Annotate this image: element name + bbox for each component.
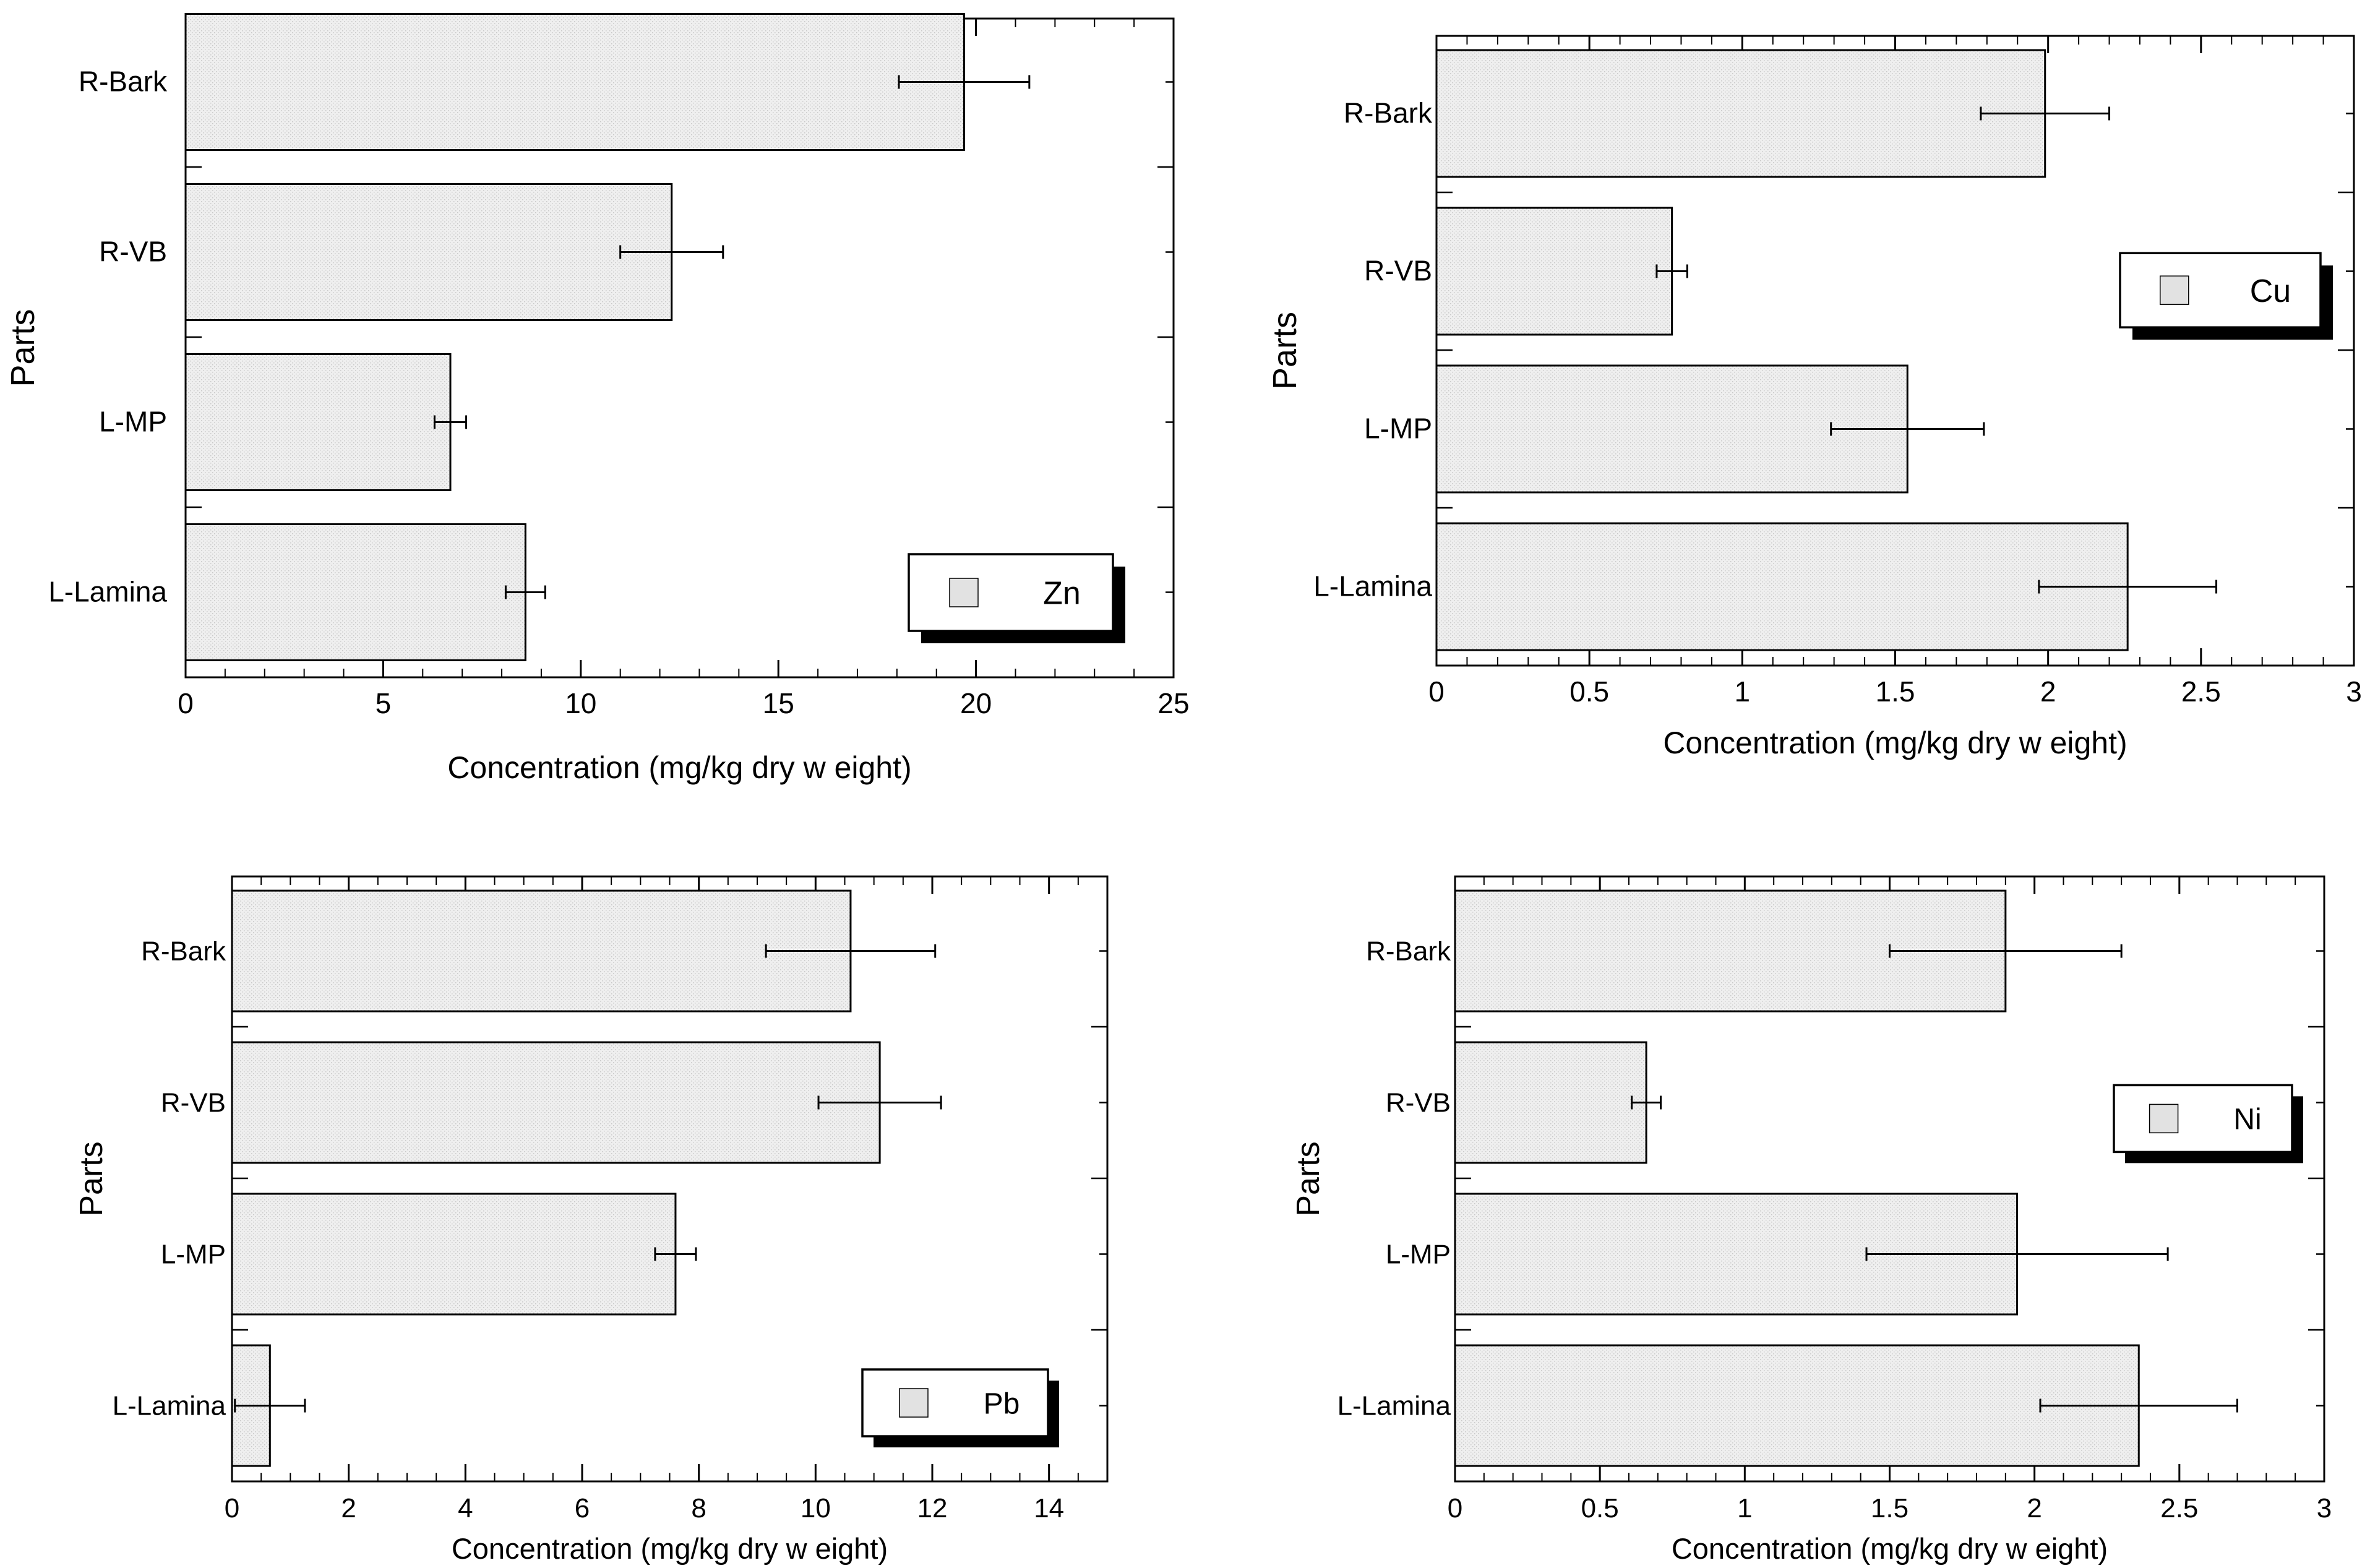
y-category-label: L-MP xyxy=(99,406,167,438)
legend-label: Pb xyxy=(984,1387,1020,1420)
bar xyxy=(231,889,852,1013)
legend-shadow xyxy=(874,1381,1059,1447)
chart-panel-ni: 0 0.5 1 1.5 2 2.5 3 R-Bark R-VB L-MP L-Lamina Conce… xyxy=(1290,875,2332,1565)
x-tick-label: 6 xyxy=(575,1493,590,1523)
y-axis-title: Parts xyxy=(1290,1141,1326,1216)
legend: Ni xyxy=(2113,1084,2303,1163)
x-tick-label: 2 xyxy=(2040,675,2056,708)
x-tick-label: 0 xyxy=(1428,675,1445,708)
x-tick-label: 0 xyxy=(178,687,194,719)
y-axis-title: Parts xyxy=(4,309,41,387)
bar xyxy=(184,183,673,321)
x-tick-label: 4 xyxy=(458,1493,473,1523)
x-tick-label: 1.5 xyxy=(1871,1493,1908,1523)
legend-swatch xyxy=(949,578,979,607)
legend-label: Ni xyxy=(2233,1103,2261,1136)
y-category-label: L-MP xyxy=(1364,413,1432,445)
y-category-label: R-Bark xyxy=(141,936,226,967)
chart-panel-zn: 0 5 10 15 20 25 R-Bark R-VB L-MP L-Lamina Concentr… xyxy=(4,13,1190,785)
bar xyxy=(231,1041,881,1164)
x-tick-label: 3 xyxy=(2346,675,2362,708)
x-tick-label: 1 xyxy=(1737,1493,1752,1523)
legend-box xyxy=(2113,1084,2293,1154)
x-tick-label: 2 xyxy=(341,1493,356,1523)
bar xyxy=(184,523,526,661)
y-category-label: L-Lamina xyxy=(1337,1391,1451,1421)
y-axis-title: Parts xyxy=(74,1141,109,1216)
y-category-label: R-VB xyxy=(1386,1088,1451,1118)
bar xyxy=(1435,49,2046,178)
bar xyxy=(1454,1041,1647,1164)
legend: Pb xyxy=(861,1368,1059,1447)
x-tick-label: 2 xyxy=(2027,1493,2042,1523)
y-category-label: R-VB xyxy=(161,1088,226,1118)
legend-swatch xyxy=(2160,275,2189,305)
x-axis-title: Concentration (mg/kg dry w eight) xyxy=(1663,726,2127,760)
x-tick-label: 0.5 xyxy=(1569,675,1609,708)
legend-label: Cu xyxy=(2250,273,2291,309)
x-axis-title: Concentration (mg/kg dry w eight) xyxy=(452,1532,888,1565)
x-tick-label: 25 xyxy=(1157,687,1189,719)
legend: Cu xyxy=(2119,252,2333,340)
bar xyxy=(184,353,452,491)
x-tick-label: 14 xyxy=(1034,1493,1064,1523)
y-category-label: L-MP xyxy=(1386,1240,1451,1270)
y-category-label: R-Bark xyxy=(79,66,168,98)
y-axis-title: Parts xyxy=(1266,312,1303,390)
y-category-label: R-Bark xyxy=(1366,936,1451,967)
bar xyxy=(1435,522,2129,651)
bar xyxy=(231,1193,677,1316)
y-category-label: R-VB xyxy=(1364,255,1432,287)
legend-box xyxy=(2119,252,2322,328)
legend: Zn xyxy=(908,553,1125,643)
legend-box xyxy=(861,1368,1049,1437)
x-tick-label: 2.5 xyxy=(2181,675,2221,708)
x-axis-title: Concentration (mg/kg dry w eight) xyxy=(1672,1532,2108,1565)
x-tick-label: 1 xyxy=(1735,675,1751,708)
y-category-label: L-Lamina xyxy=(1313,570,1432,602)
y-category-label: L-MP xyxy=(161,1240,226,1270)
x-tick-label: 0 xyxy=(1448,1493,1462,1523)
x-tick-label: 1.5 xyxy=(1876,675,1915,708)
y-category-label: L-Lamina xyxy=(113,1391,226,1421)
chart-panel-pb: 0 2 4 6 8 10 12 14 R-Bark R-VB L-MP L-Lamina Concent… xyxy=(74,875,1109,1565)
x-axis-title: Concentration (mg/kg dry w eight) xyxy=(447,750,911,785)
legend-swatch xyxy=(899,1388,929,1418)
x-tick-label: 20 xyxy=(960,687,992,719)
bar xyxy=(1454,1344,2140,1467)
x-tick-label: 0 xyxy=(225,1493,239,1523)
x-tick-label: 2.5 xyxy=(2160,1493,2198,1523)
x-tick-label: 10 xyxy=(565,687,596,719)
x-tick-label: 12 xyxy=(917,1493,948,1523)
legend-shadow xyxy=(2125,1096,2303,1163)
bar xyxy=(1435,207,1673,336)
legend-box xyxy=(908,553,1114,632)
legend-shadow xyxy=(2132,265,2333,340)
x-tick-label: 15 xyxy=(763,687,794,719)
x-tick-label: 3 xyxy=(2317,1493,2332,1523)
legend-shadow xyxy=(921,567,1125,643)
legend-label: Zn xyxy=(1043,576,1081,612)
y-category-label: L-Lamina xyxy=(48,576,167,608)
x-tick-label: 5 xyxy=(376,687,392,719)
chart-panel-cu: 0 0.5 1 1.5 2 2.5 3 R-Bark R-VB L-MP L-Lamina Conce… xyxy=(1266,35,2362,760)
y-category-label: R-VB xyxy=(99,236,167,268)
x-tick-label: 10 xyxy=(801,1493,831,1523)
x-tick-label: 0.5 xyxy=(1581,1493,1619,1523)
bar xyxy=(184,13,965,151)
x-tick-label: 8 xyxy=(691,1493,706,1523)
y-category-label: R-Bark xyxy=(1344,97,1433,129)
legend-swatch xyxy=(2149,1103,2179,1134)
